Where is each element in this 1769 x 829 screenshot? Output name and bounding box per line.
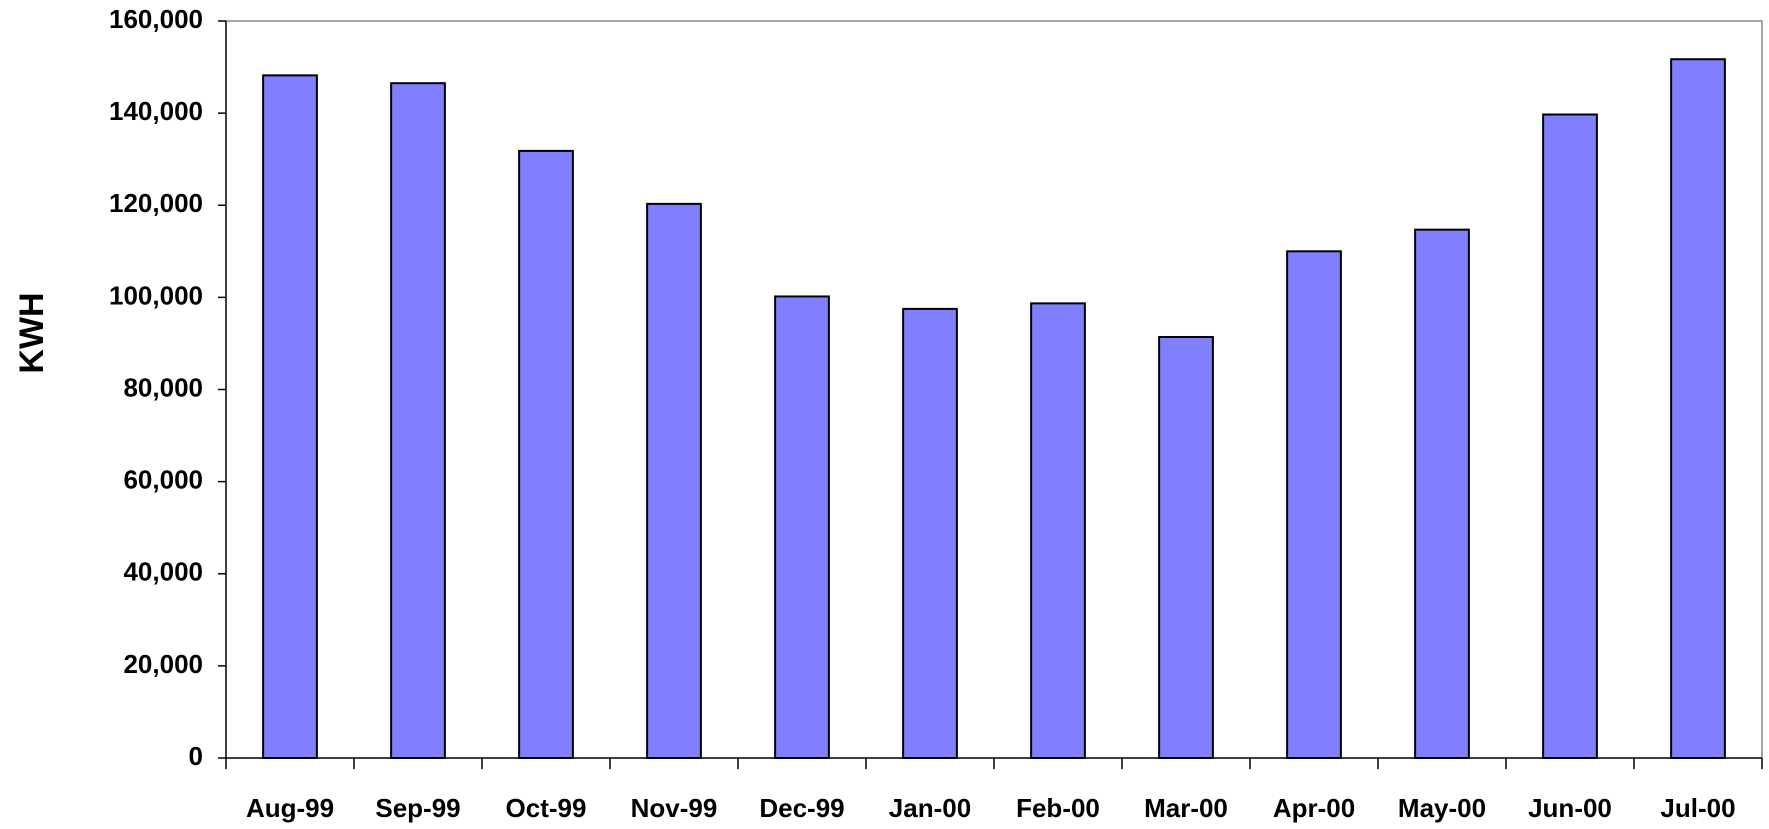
x-tick-label: Jun-00 [1528,793,1612,823]
bar [1030,302,1086,759]
y-tick-label: 40,000 [123,557,203,587]
bar [774,295,830,759]
y-tick-label: 160,000 [109,4,203,34]
bar [902,307,958,759]
bar [1158,335,1214,759]
y-tick-label: 80,000 [123,372,203,402]
bar [1286,250,1342,759]
x-tick-label: Feb-00 [1016,793,1100,823]
x-tick-label: Nov-99 [631,793,718,823]
bar [390,82,446,759]
y-tick-label: 20,000 [123,649,203,679]
bar [646,202,702,760]
bar [518,149,574,760]
x-tick-label: Aug-99 [246,793,334,823]
bar [1542,113,1598,759]
x-tick-label: Jul-00 [1660,793,1735,823]
x-tick-label: Oct-99 [506,793,587,823]
y-tick-label: 0 [189,741,203,771]
x-tick-label: May-00 [1398,793,1486,823]
bar [262,74,318,759]
bar [1414,228,1470,759]
y-axis-label: KWH [13,292,51,373]
x-tick-label: Sep-99 [375,793,460,823]
y-tick-label: 140,000 [109,96,203,126]
y-tick-label: 120,000 [109,188,203,218]
x-tick-label: Apr-00 [1273,793,1355,823]
x-tick-label: Dec-99 [759,793,844,823]
y-tick-label: 100,000 [109,280,203,310]
x-tick-label: Mar-00 [1144,793,1228,823]
x-tick-label: Jan-00 [889,793,971,823]
plot-frame [226,20,1763,758]
bar [1670,58,1726,760]
y-tick-label: 60,000 [123,465,203,495]
